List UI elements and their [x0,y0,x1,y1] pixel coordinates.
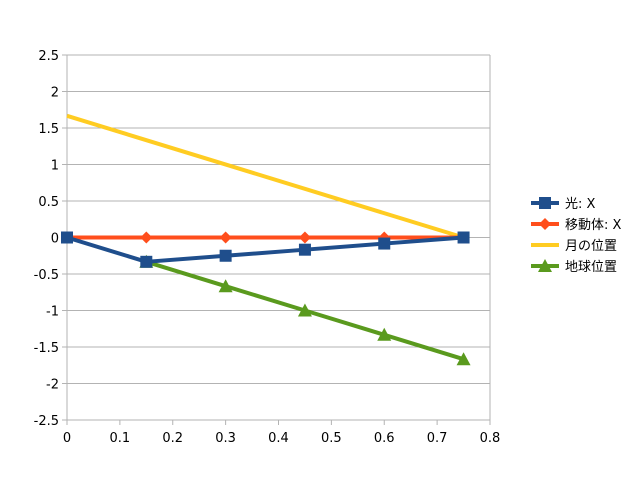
data-point [218,279,233,293]
data-point [378,237,391,250]
legend-item: 地球位置 [531,259,617,275]
x-tick-labels: 0 0.1 0.2 0.3 0.4 0.5 0.6 0.7 0.8 [63,431,500,446]
y-tick-labels: 2.5 2 1.5 1 0.5 0 -0.5 -1 -1.5 -2 -2.5 [34,49,59,429]
y-tick-label: 2 [51,86,59,101]
data-point [140,255,153,268]
x-tick-label: 0 [63,431,71,446]
y-tick-label: 1 [51,159,59,174]
legend-item: 移動体: X [531,218,622,233]
legend-swatch-marker [539,218,551,230]
legend-swatch-marker [538,259,552,272]
data-point [298,231,311,244]
x-tick-label: 0.8 [480,431,501,446]
series-line [66,235,464,264]
y-tick-label: 1.5 [38,122,59,137]
data-point [456,352,471,366]
y-tick-label: 0.5 [38,195,59,210]
data-point [219,249,232,262]
y-tick-label: -2 [46,378,59,393]
x-tick-label: 0.7 [427,431,448,446]
x-tick-label: 0.4 [268,431,289,446]
series-0 [61,231,470,268]
y-tick-label: -0.5 [34,268,59,283]
legend-item: 光: X [531,197,596,212]
data-point [219,231,232,244]
x-tick-label: 0.1 [110,431,131,446]
data-point [457,231,470,244]
y-tick-label: -1 [46,305,59,320]
x-tick-label: 0.2 [162,431,183,446]
legend-label: 地球位置 [565,260,617,275]
data-point [61,231,73,244]
data-point [297,303,312,317]
legend-label: 移動体: X [565,218,622,233]
x-tick-label: 0.3 [215,431,236,446]
y-tick-label: 0 [51,232,59,247]
x-tick-label: 0.6 [374,431,395,446]
data-point [298,243,311,256]
legend-item: 月の位置 [531,239,617,254]
series-2 [66,113,465,240]
axes [62,54,491,425]
legend-label: 光: X [565,197,596,212]
data-point [140,231,153,244]
legend-label: 月の位置 [565,239,617,254]
y-tick-label: -2.5 [34,414,59,429]
y-tick-label: -1.5 [34,341,59,356]
data-point [377,327,392,341]
y-tick-label: 2.5 [38,49,59,64]
legend-swatch-marker [539,197,551,209]
x-tick-label: 0.5 [321,431,342,446]
series-line [66,113,465,240]
plot-series [61,113,471,366]
